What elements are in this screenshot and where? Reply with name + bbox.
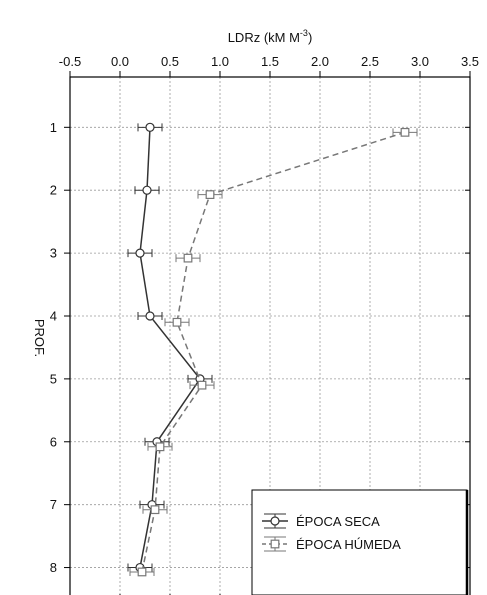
data-point xyxy=(197,380,207,390)
legend-entry: ÉPOCA SECA xyxy=(262,513,380,529)
y-tick-label: 7 xyxy=(50,497,57,512)
legend-label: ÉPOCA HÚMEDA xyxy=(296,537,401,552)
grid xyxy=(70,77,470,595)
x-tick-label: 3.0 xyxy=(411,54,429,69)
x-axis-title-main: LDRz (kM M xyxy=(228,30,300,45)
data-point xyxy=(400,127,410,137)
data-point xyxy=(205,190,215,200)
x-tick-label: -0.5 xyxy=(59,54,81,69)
y-ticks: 1 2 3 4 5 6 7 8 xyxy=(50,120,470,575)
x-tick-label: 1.5 xyxy=(261,54,279,69)
data-point xyxy=(145,311,155,321)
legend: ÉPOCA SECA ÉPOCA HÚMEDA xyxy=(251,489,469,595)
y-tick-label: 2 xyxy=(50,183,57,198)
legend-label: ÉPOCA SECA xyxy=(296,514,380,529)
x-axis-title-end: ) xyxy=(308,30,312,45)
data-point xyxy=(172,317,182,327)
y-tick-label: 8 xyxy=(50,560,57,575)
data-point xyxy=(150,505,160,515)
x-tick-label: 2.5 xyxy=(361,54,379,69)
data-point xyxy=(135,248,145,258)
x-tick-label: 2.0 xyxy=(311,54,329,69)
y-tick-label: 4 xyxy=(50,308,57,323)
data-point xyxy=(155,442,165,452)
series-line xyxy=(141,131,406,573)
legend-marker xyxy=(270,539,280,549)
y-tick-label: 5 xyxy=(50,371,57,386)
x-axis-title-sup: -3 xyxy=(300,28,308,38)
y-axis-title: PROF. xyxy=(32,319,47,357)
data-point xyxy=(142,185,152,195)
series-humeda xyxy=(129,127,418,577)
x-tick-label: 3.5 xyxy=(461,54,479,69)
data-point xyxy=(183,253,193,263)
series-line xyxy=(139,127,201,568)
x-axis-title: LDRz (kM M-3) xyxy=(228,28,313,45)
legend-box xyxy=(251,489,468,595)
x-tick-label: 0.0 xyxy=(111,54,129,69)
legend-marker xyxy=(270,516,280,526)
y-tick-label: 3 xyxy=(50,246,57,261)
data-point xyxy=(137,567,147,577)
series-layer xyxy=(127,122,418,577)
legend-entry: ÉPOCA HÚMEDA xyxy=(262,536,401,552)
plot-frame xyxy=(69,76,471,595)
y-tick-label: 1 xyxy=(50,120,57,135)
x-tick-label: 0.5 xyxy=(161,54,179,69)
y-tick-label: 6 xyxy=(50,434,57,449)
x-tick-label: 1.0 xyxy=(211,54,229,69)
x-ticks: -0.5 0.0 0.5 1.0 1.5 2.0 2.5 3.0 3.5 xyxy=(59,54,479,595)
data-point xyxy=(145,122,155,132)
